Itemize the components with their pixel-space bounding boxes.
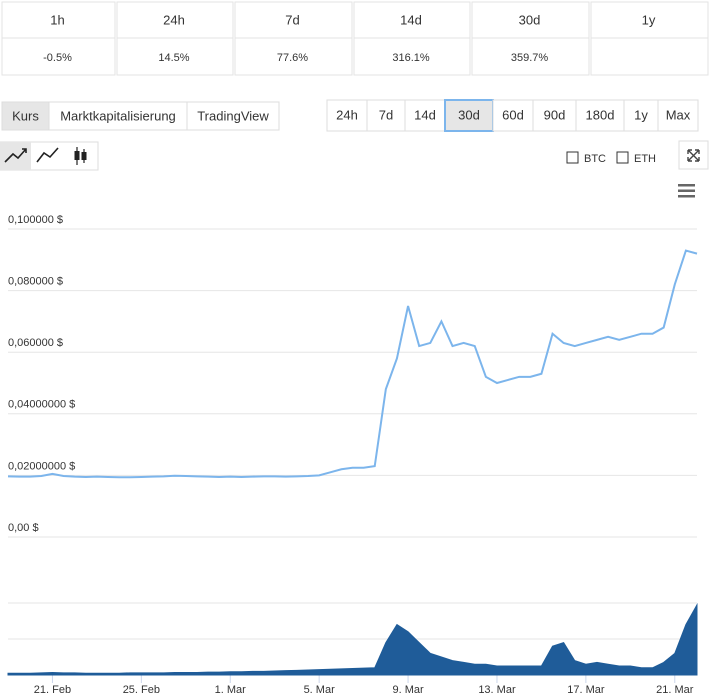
y-tick-label: 0,02000000 $ — [8, 460, 75, 472]
tab-button[interactable] — [186, 101, 280, 131]
fullscreen-button[interactable] — [678, 140, 709, 170]
menu-bar — [678, 184, 695, 187]
range-label: 7d — [379, 107, 393, 122]
table-cell — [1, 37, 116, 76]
table-cell — [116, 37, 234, 76]
range-label: 1y — [634, 107, 648, 122]
price-line — [7, 249, 698, 479]
range-label: 24h — [336, 107, 358, 122]
chart-type-icons — [0, 141, 99, 171]
menu-bar — [678, 189, 695, 192]
line-icon — [4, 148, 27, 163]
volume-area — [7, 602, 698, 676]
tab-button[interactable] — [1, 101, 50, 131]
range-label: 90d — [544, 107, 566, 122]
range-label: 60d — [502, 107, 524, 122]
candle-body — [81, 152, 87, 160]
change-value: 316.1% — [392, 52, 430, 64]
table-cell — [471, 37, 590, 76]
range-button[interactable] — [326, 99, 368, 132]
tab-label: Marktkapitalisierung — [60, 108, 176, 123]
x-tick-label: 5. Mar — [304, 684, 336, 696]
points-icon[interactable] — [36, 147, 59, 163]
tab-button[interactable] — [48, 101, 188, 131]
x-tick-label: 13. Mar — [478, 684, 516, 696]
checkbox-label: BTC — [584, 153, 606, 165]
change-value: 359.7% — [511, 52, 549, 64]
period-header: 7d — [285, 12, 299, 27]
range-button[interactable] — [657, 99, 699, 132]
range-label: Max — [666, 107, 691, 122]
x-tick-label: 17. Mar — [567, 684, 605, 696]
period-header: 1y — [642, 12, 656, 27]
y-tick-label: 0,100000 $ — [8, 214, 63, 226]
y-tick-label: 0,060000 $ — [8, 337, 63, 349]
y-tick-label: 0,04000000 $ — [8, 399, 75, 411]
checkbox[interactable] — [566, 151, 579, 164]
table-cell — [116, 1, 234, 39]
candle-body — [74, 151, 80, 160]
table-cell — [471, 1, 590, 39]
tab-label: Kurs — [12, 108, 39, 123]
checkbox[interactable] — [616, 151, 629, 164]
hamburger-menu[interactable] — [678, 184, 695, 198]
period-header: 14d — [400, 12, 422, 27]
range-button[interactable] — [575, 99, 625, 132]
range-button[interactable] — [623, 99, 659, 132]
table-cell — [353, 37, 471, 76]
range-button[interactable] — [532, 99, 577, 132]
range-label: 14d — [414, 107, 436, 122]
table-cell — [234, 1, 353, 39]
x-tick-label: 21. Mar — [656, 684, 694, 696]
table-cell — [1, 1, 116, 39]
fullscreen-icon — [687, 149, 700, 162]
y-tick-label: 0,00 $ — [8, 522, 39, 534]
y-tick-label: 0,080000 $ — [8, 276, 63, 288]
period-header: 1h — [50, 12, 64, 27]
table-cell — [353, 1, 471, 39]
change-value: -0.5% — [43, 52, 72, 64]
range-label: 180d — [586, 107, 615, 122]
table-cell — [234, 37, 353, 76]
period-header: 24h — [163, 12, 185, 27]
period-header: 30d — [519, 12, 541, 27]
range-button[interactable] — [492, 99, 534, 132]
change-value: 77.6% — [277, 52, 308, 64]
x-tick-label: 21. Feb — [34, 684, 71, 696]
x-tick-label: 1. Mar — [215, 684, 247, 696]
range-button[interactable] — [404, 99, 446, 132]
x-tick-label: 9. Mar — [392, 684, 424, 696]
range-button[interactable] — [366, 99, 406, 132]
x-tick-label: 25. Feb — [123, 684, 160, 696]
table-cell — [590, 1, 709, 39]
checkbox-label: ETH — [634, 153, 656, 165]
menu-bar — [678, 195, 695, 198]
tab-label: TradingView — [197, 108, 269, 123]
range-button[interactable] — [444, 99, 494, 132]
range-label: 30d — [458, 107, 480, 122]
change-value: 14.5% — [158, 52, 189, 64]
table-cell — [590, 37, 709, 76]
